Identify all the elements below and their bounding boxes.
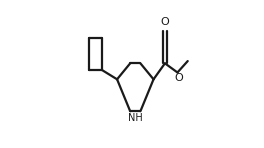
Text: O: O	[174, 73, 183, 83]
Text: NH: NH	[128, 113, 143, 123]
Text: O: O	[161, 17, 169, 27]
